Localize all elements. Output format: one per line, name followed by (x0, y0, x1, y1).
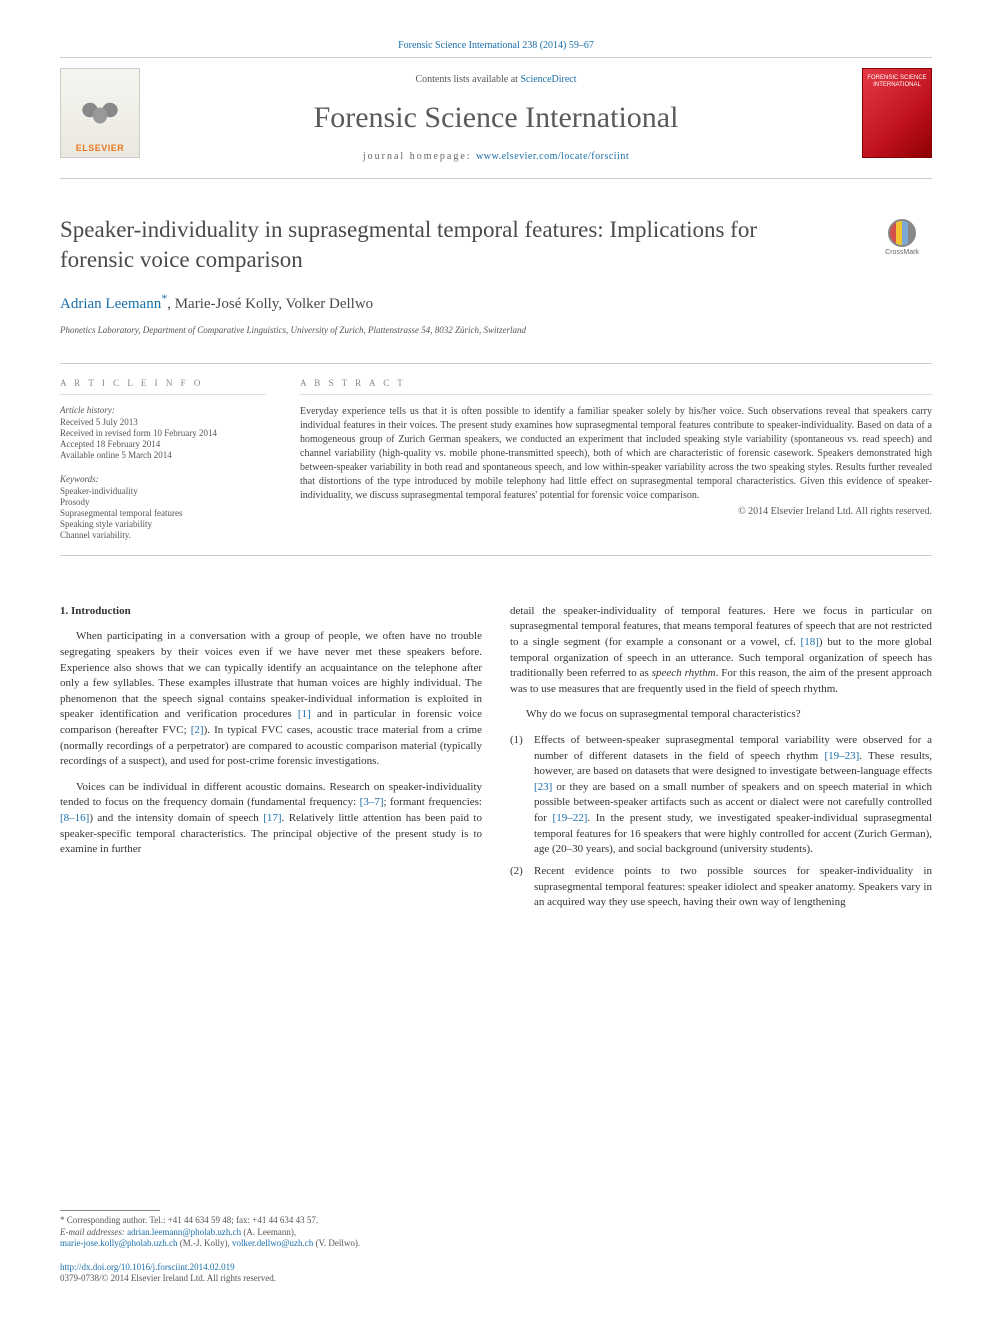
ref-2[interactable]: [2] (191, 724, 204, 736)
contents-prefix: Contents lists available at (415, 74, 520, 85)
issn-copyright: 0379-0738/© 2014 Elsevier Ireland Ltd. A… (60, 1273, 932, 1283)
article-title: Speaker-individuality in suprasegmental … (60, 215, 820, 275)
homepage-prefix: journal homepage: (363, 151, 476, 162)
col2-para-2: Why do we focus on suprasegmental tempor… (510, 707, 932, 723)
body-two-columns: 1. Introduction When participating in a … (60, 604, 932, 917)
email-name-1: (A. Leemann), (241, 1227, 296, 1237)
crossmark-icon (888, 219, 916, 247)
abstract-column: A B S T R A C T Everyday experience tell… (280, 364, 932, 555)
ref-19-22[interactable]: [19–22] (553, 812, 588, 824)
footer-area: * Corresponding author. Tel.: +41 44 634… (60, 1210, 932, 1283)
email-label: E-mail addresses: (60, 1227, 127, 1237)
author-sep-1: , (167, 296, 175, 312)
history-label: Article history: (60, 405, 266, 415)
history-revised: Received in revised form 10 February 201… (60, 428, 266, 438)
email-name-3: (V. Dellwo). (313, 1238, 360, 1248)
cover-text: FORENSIC SCIENCE INTERNATIONAL (863, 75, 931, 89)
intro-para-1: When participating in a conversation wit… (60, 629, 482, 769)
footnote-rule (60, 1210, 160, 1211)
journal-homepage-line: journal homepage: www.elsevier.com/locat… (60, 151, 932, 162)
contents-available-line: Contents lists available at ScienceDirec… (60, 74, 932, 85)
intro-para-2: Voices can be individual in different ac… (60, 780, 482, 858)
authors-line: Adrian Leemann*, Marie-José Kolly, Volke… (60, 291, 932, 313)
email-1[interactable]: adrian.leemann@pholab.uzh.ch (127, 1227, 241, 1237)
homepage-link[interactable]: www.elsevier.com/locate/forsciint (476, 151, 629, 162)
email-2[interactable]: marie-jose.kolly@pholab.uzh.ch (60, 1238, 178, 1248)
article-info-heading: A R T I C L E I N F O (60, 378, 266, 395)
article-info-column: A R T I C L E I N F O Article history: R… (60, 364, 280, 555)
ref-18[interactable]: [18] (801, 636, 819, 648)
abstract-copyright: © 2014 Elsevier Ireland Ltd. All rights … (300, 506, 932, 517)
title-row: Speaker-individuality in suprasegmental … (60, 215, 932, 275)
history-online: Available online 5 March 2014 (60, 450, 266, 460)
list-item-1: (1) Effects of between-speaker suprasegm… (510, 733, 932, 858)
email-line: E-mail addresses: adrian.leemann@pholab.… (60, 1227, 932, 1250)
author-sep-2: , (278, 296, 285, 312)
abstract-text: Everyday experience tells us that it is … (300, 405, 932, 503)
p2c: ) and the intensity domain of speech (89, 812, 263, 824)
keyword-5: Channel variability. (60, 530, 266, 540)
li1d: . In the present study, we investigated … (534, 812, 932, 855)
ref-3-7[interactable]: [3–7] (360, 796, 384, 808)
doi-link[interactable]: http://dx.doi.org/10.1016/j.forsciint.20… (60, 1262, 932, 1272)
corresponding-line: * Corresponding author. Tel.: +41 44 634… (60, 1215, 932, 1227)
history-received: Received 5 July 2013 (60, 417, 266, 427)
crossmark-label: CrossMark (885, 249, 919, 256)
author-3: Volker Dellwo (286, 296, 374, 312)
speech-rhythm-italic: speech rhythm (652, 667, 716, 679)
ref-23[interactable]: [23] (534, 781, 552, 793)
elsevier-tree-icon (75, 88, 125, 143)
email-name-2: (M.-J. Kolly), (178, 1238, 233, 1248)
info-abstract-row: A R T I C L E I N F O Article history: R… (60, 363, 932, 556)
journal-cover-thumbnail[interactable]: FORENSIC SCIENCE INTERNATIONAL (862, 68, 932, 158)
elsevier-text: ELSEVIER (76, 143, 125, 153)
left-column: 1. Introduction When participating in a … (60, 604, 482, 917)
list-item-2: (2) Recent evidence points to two possib… (510, 864, 932, 911)
crossmark-badge[interactable]: CrossMark (872, 219, 932, 259)
keyword-4: Speaking style variability (60, 519, 266, 529)
journal-name: Forensic Science International (60, 101, 932, 135)
p1a: When participating in a conversation wit… (60, 630, 482, 720)
journal-header: ELSEVIER FORENSIC SCIENCE INTERNATIONAL … (60, 57, 932, 179)
keywords-label: Keywords: (60, 474, 266, 484)
sciencedirect-link[interactable]: ScienceDirect (520, 74, 576, 85)
top-citation[interactable]: Forensic Science International 238 (2014… (60, 40, 932, 51)
p2b: ; formant frequencies: (384, 796, 483, 808)
elsevier-logo[interactable]: ELSEVIER (60, 68, 140, 158)
ref-8-16[interactable]: [8–16] (60, 812, 89, 824)
affiliation: Phonetics Laboratory, Department of Comp… (60, 325, 932, 335)
list-content-1: Effects of between-speaker suprasegmenta… (534, 733, 932, 858)
right-column: detail the speaker-individuality of temp… (510, 604, 932, 917)
list-num-2: (2) (510, 864, 534, 911)
author-1[interactable]: Adrian Leemann (60, 296, 161, 312)
ref-17[interactable]: [17] (263, 812, 281, 824)
keyword-3: Suprasegmental temporal features (60, 508, 266, 518)
section-1-heading: 1. Introduction (60, 604, 482, 620)
col2-para-1: detail the speaker-individuality of temp… (510, 604, 932, 698)
keyword-2: Prosody (60, 497, 266, 507)
ref-19-23[interactable]: [19–23] (824, 750, 859, 762)
list-content-2: Recent evidence points to two possible s… (534, 864, 932, 911)
list-num-1: (1) (510, 733, 534, 858)
email-3[interactable]: volker.dellwo@uzh.ch (232, 1238, 313, 1248)
history-accepted: Accepted 18 February 2014 (60, 439, 266, 449)
keyword-1: Speaker-individuality (60, 486, 266, 496)
author-2: Marie-José Kolly (175, 296, 279, 312)
abstract-heading: A B S T R A C T (300, 378, 932, 395)
ref-1[interactable]: [1] (298, 708, 311, 720)
corresponding-footnote: * Corresponding author. Tel.: +41 44 634… (60, 1215, 932, 1250)
